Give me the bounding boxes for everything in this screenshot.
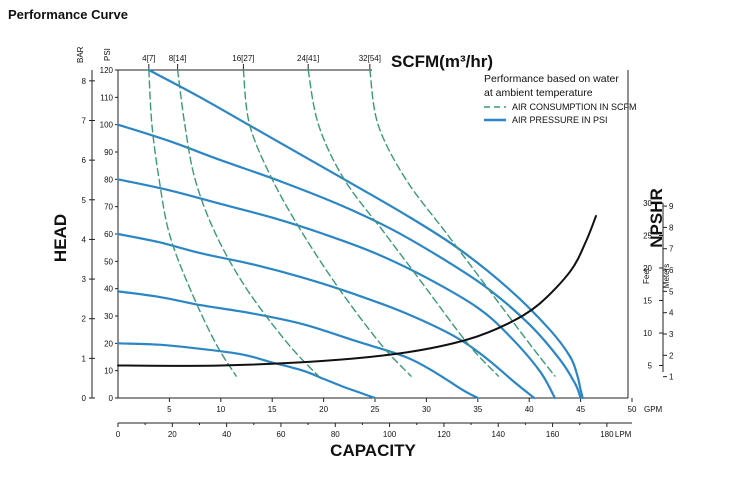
psi-tick-label: 80 [104,175,113,184]
meters-tick-label: 1 [669,373,674,382]
air-pressure-curve [116,342,377,400]
bar-tick-label: 7 [82,116,87,125]
feet-tick-label: 15 [643,297,652,306]
lpm-unit-label: LPM [615,430,632,439]
meters-tick-label: 7 [669,245,674,254]
lpm-tick-label: 140 [492,430,506,439]
psi-tick-label: 50 [104,257,113,266]
bar-unit-label: BAR [76,46,85,63]
chart-title: SCFM(m³/hr) [391,52,493,71]
lpm-tick-label: 60 [277,430,286,439]
npshr-title: NPSHR [647,188,666,248]
gpm-tick-label: 35 [473,405,482,414]
lpm-tick-label: 40 [222,430,231,439]
air-pressure-curve [116,290,479,400]
psi-tick-label: 10 [104,367,113,376]
air-consumption-curve [242,69,412,377]
bar-tick-label: 2 [82,315,87,324]
air-pressure-curve [147,68,584,400]
lpm-tick-label: 0 [116,430,121,439]
feet-tick-label: 10 [643,329,652,338]
bar-tick-label: 1 [82,354,87,363]
gpm-tick-label: 5 [167,405,172,414]
gpm-tick-label: 15 [268,405,277,414]
scfm-tick-label: 16[27] [232,54,254,63]
air-consumption-curve [148,69,237,377]
lpm-tick-label: 100 [383,430,397,439]
gpm-tick-label: 30 [422,405,431,414]
gpm-tick-label: 40 [525,405,534,414]
x-axis-title: CAPACITY [330,441,416,460]
psi-tick-label: 70 [104,203,113,212]
lpm-tick-label: 160 [546,430,560,439]
gpm-tick-label: 45 [576,405,585,414]
legend-item-scfm: AIR CONSUMPTION IN SCFM [512,102,637,112]
scfm-tick-label: 32[54] [359,54,381,63]
legend-layer: Performance based on water at ambient tem… [484,73,637,125]
lpm-tick-label: 20 [168,430,177,439]
psi-tick-label: 90 [104,148,113,157]
air-pressure-curve [116,232,536,400]
gpm-unit-label: GPM [644,405,663,414]
air-consumption-curve [176,69,320,377]
meters-tick-label: 9 [669,202,674,211]
psi-tick-label: 120 [100,66,114,75]
legend-item-pressure: AIR PRESSURE IN PSI [512,115,608,125]
scfm-tick-label: 4[7] [142,54,155,63]
scfm-tick-label: 24[41] [297,54,319,63]
bar-tick-label: 6 [82,156,87,165]
meters-tick-label: 2 [669,351,674,360]
lpm-tick-label: 120 [437,430,451,439]
meters-tick-label: 8 [669,223,674,232]
psi-tick-label: 30 [104,312,113,321]
psi-tick-label: 110 [100,93,113,102]
feet-tick-label: 5 [648,362,653,371]
psi-tick-label: 0 [109,394,114,403]
psi-tick-label: 20 [104,339,113,348]
air-pressure-curve [116,178,556,400]
psi-tick-label: 60 [104,230,113,239]
feet-tick-label: 20 [643,264,652,273]
meters-tick-label: 3 [669,330,674,339]
legend-heading: Performance based on water [484,73,619,85]
meters-tick-label: 5 [669,287,674,296]
air-consumption-curve [369,69,556,377]
lpm-tick-label: 80 [331,430,340,439]
bar-tick-label: 4 [82,235,87,244]
gpm-tick-label: 20 [319,405,328,414]
air-consumption-curve [307,69,500,377]
series-layer [116,68,597,400]
feet-unit-label: Feet [642,267,651,284]
psi-unit-label: PSI [103,48,112,61]
lpm-tick-label: 180 [600,430,614,439]
meters-tick-label: 6 [669,266,674,275]
feet-tick-label: 30 [643,199,652,208]
psi-tick-label: 100 [100,121,114,130]
bar-tick-label: 3 [82,275,87,284]
meters-tick-label: 4 [669,309,674,318]
labels-layer: 0102030405060708090100110120012345678BAR… [51,46,674,460]
bar-tick-label: 8 [82,77,87,86]
npshr-curve [117,215,597,367]
psi-tick-label: 40 [104,285,113,294]
air-pressure-curve [116,123,582,400]
page-title: Performance Curve [8,7,128,22]
gpm-tick-label: 10 [216,405,225,414]
bar-tick-label: 0 [82,394,87,403]
scfm-tick-label: 8[14] [169,54,187,63]
y-axis-title: HEAD [51,214,70,262]
bar-tick-label: 5 [82,196,87,205]
gpm-tick-label: 25 [371,405,380,414]
legend-heading: at ambient temperature [484,87,593,99]
gpm-tick-label: 50 [628,405,637,414]
feet-tick-label: 25 [643,232,652,241]
meters-unit-label: Meters [662,264,671,288]
